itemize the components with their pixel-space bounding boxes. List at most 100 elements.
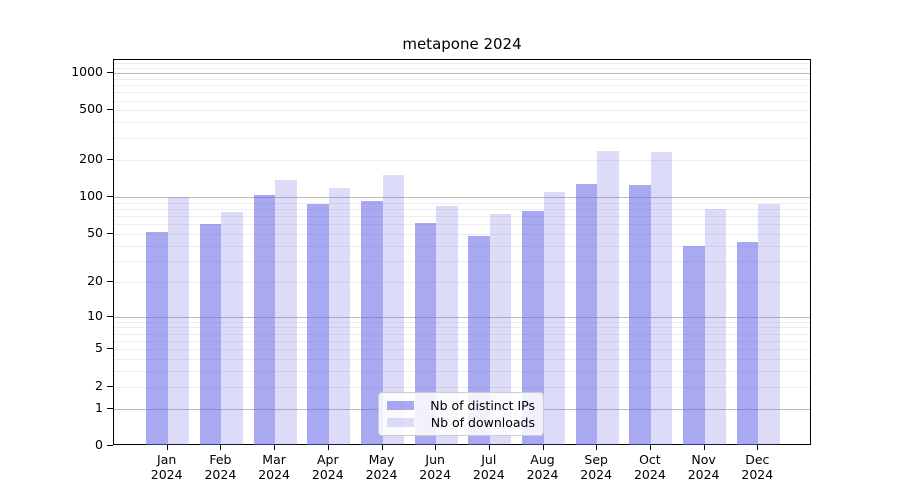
minor-gridline	[114, 359, 810, 361]
bar-downloads-aug	[543, 191, 565, 445]
x-tick-mark	[757, 445, 759, 450]
bar-distinct-ips-sep	[575, 183, 598, 445]
y-tick-mark	[107, 109, 113, 111]
x-tick-label-nov: Nov 2024	[687, 452, 720, 482]
bar-distinct-ips-aug	[522, 210, 544, 445]
minor-gridline	[114, 321, 810, 323]
x-tick-label-feb: Feb 2024	[204, 452, 237, 482]
y-tick-label: 100	[79, 187, 103, 203]
bar-downloads-dec	[758, 203, 780, 445]
minor-gridline	[114, 63, 810, 65]
minor-gridline	[114, 92, 810, 94]
bar-downloads-sep	[597, 150, 619, 445]
y-tick-mark	[107, 385, 113, 387]
y-tick-label: 20	[87, 272, 103, 288]
major-gridline	[114, 196, 810, 198]
minor-gridline	[114, 67, 810, 69]
bar-distinct-ips-apr	[307, 204, 329, 445]
minor-gridline	[114, 260, 810, 262]
x-tick-mark	[596, 445, 598, 450]
minor-gridline	[114, 386, 810, 388]
bar-downloads-nov	[704, 208, 727, 445]
minor-gridline	[114, 100, 810, 102]
bar-distinct-ips-dec	[736, 241, 759, 445]
x-tick-label-jan: Jan 2024	[150, 452, 183, 482]
bar-distinct-ips-may	[361, 201, 383, 445]
minor-gridline	[114, 333, 810, 335]
minor-gridline	[114, 349, 810, 351]
y-tick-mark	[107, 72, 113, 73]
legend-label-distinct-ips: Nb of distinct IPs	[430, 398, 535, 413]
y-tick-label: 50	[87, 224, 103, 240]
y-tick-mark	[107, 348, 113, 350]
y-tick-label: 1	[95, 399, 103, 415]
minor-gridline	[114, 137, 810, 139]
bar-downloads-feb	[221, 212, 243, 445]
y-tick-mark	[107, 315, 113, 317]
y-tick-label: 10	[87, 307, 103, 323]
x-tick-mark	[166, 445, 168, 450]
x-tick-mark	[542, 445, 544, 450]
legend-row-downloads: Nb of downloads	[387, 414, 535, 431]
x-tick-label-apr: Apr 2024	[311, 452, 344, 482]
minor-gridline	[114, 327, 810, 329]
legend: Nb of distinct IPs Nb of downloads	[378, 392, 544, 436]
y-tick-mark	[107, 232, 113, 234]
y-tick-label: 5	[95, 340, 103, 356]
bar-distinct-ips-jan	[146, 231, 168, 445]
x-tick-mark	[435, 445, 437, 450]
bar-distinct-ips-mar	[253, 195, 276, 445]
minor-gridline	[114, 122, 810, 124]
x-tick-mark	[703, 445, 705, 450]
plot-area	[113, 59, 811, 445]
bar-downloads-jan	[167, 196, 190, 445]
bar-downloads-apr	[328, 188, 351, 445]
bar-downloads-oct	[650, 151, 673, 445]
x-tick-label-aug: Aug 2024	[526, 452, 559, 482]
x-tick-label-oct: Oct 2024	[633, 452, 666, 482]
y-tick-label: 0	[95, 437, 103, 452]
bar-distinct-ips-feb	[199, 224, 222, 445]
major-gridline	[114, 316, 810, 318]
major-gridline	[114, 73, 810, 74]
minor-gridline	[114, 208, 810, 210]
bar-downloads-may	[382, 175, 404, 445]
minor-gridline	[114, 233, 810, 235]
x-tick-label-sep: Sep 2024	[580, 452, 613, 482]
minor-gridline	[114, 110, 810, 112]
minor-gridline	[114, 215, 810, 217]
y-tick-mark	[107, 445, 113, 446]
x-tick-label-jul: Jul 2024	[472, 452, 505, 482]
minor-gridline	[114, 281, 810, 283]
minor-gridline	[114, 245, 810, 247]
chart-title: metapone 2024	[402, 35, 522, 53]
plot-inner	[114, 60, 810, 445]
x-tick-label-mar: Mar 2024	[258, 452, 290, 482]
y-tick-mark	[107, 280, 113, 282]
x-tick-label-jun: Jun 2024	[419, 452, 452, 482]
minor-gridline	[114, 159, 810, 161]
bar-downloads-jun	[436, 206, 458, 445]
x-tick-mark	[327, 445, 329, 450]
y-tick-label: 2	[95, 377, 103, 393]
y-tick-mark	[107, 158, 113, 160]
legend-swatch-downloads	[387, 418, 414, 427]
x-tick-mark	[220, 445, 222, 450]
x-tick-label-dec: Dec 2024	[741, 452, 774, 482]
minor-gridline	[114, 85, 810, 87]
bar-distinct-ips-jun	[414, 223, 437, 445]
legend-label-downloads: Nb of downloads	[430, 415, 535, 430]
y-tick-mark	[107, 407, 113, 409]
minor-gridline	[114, 78, 810, 80]
bar-distinct-ips-oct	[629, 184, 651, 445]
minor-gridline	[114, 371, 810, 373]
y-tick-mark	[107, 195, 113, 197]
y-tick-label: 1000	[71, 64, 103, 79]
x-tick-mark	[274, 445, 276, 450]
y-tick-label: 500	[79, 101, 103, 117]
bar-downloads-jul	[489, 213, 512, 445]
bar-downloads-mar	[275, 180, 297, 445]
minor-gridline	[114, 202, 810, 204]
legend-swatch-distinct-ips	[387, 401, 414, 410]
